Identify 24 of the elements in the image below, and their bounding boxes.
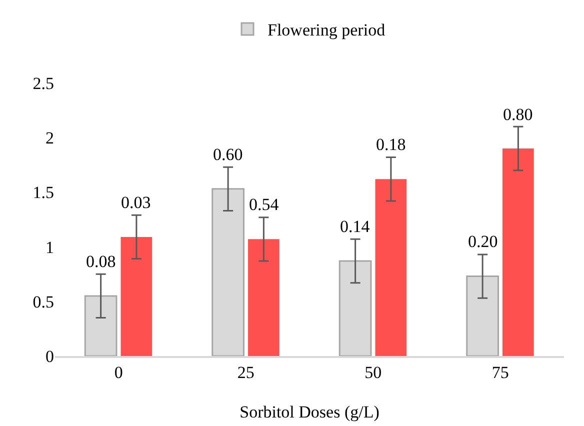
annotation: 0.80 — [503, 105, 533, 124]
x-tick-label: 75 — [492, 363, 509, 382]
y-tick-label: 2.5 — [32, 74, 54, 93]
x-tick-label: 25 — [237, 363, 254, 382]
annotation: 0.08 — [86, 252, 116, 271]
bar — [120, 236, 152, 356]
y-tick-label: 1.5 — [32, 183, 54, 202]
annotation: 0.03 — [121, 193, 151, 212]
annotation: 0.54 — [249, 195, 280, 214]
y-tick-label: 1 — [46, 238, 54, 257]
annotation: 0.20 — [468, 232, 498, 251]
x-tick-label: 0 — [114, 363, 123, 382]
annotation: 0.60 — [213, 145, 243, 164]
bar — [502, 148, 534, 356]
x-tick-label: 50 — [364, 363, 382, 382]
x-axis-title: Sorbitol Doses (g/L) — [240, 402, 380, 422]
y-tick-label: 0.5 — [32, 292, 54, 312]
bar — [375, 179, 407, 356]
annotation: 0.18 — [376, 135, 406, 154]
legend-label: Flowering period — [268, 20, 386, 40]
y-tick-label: 2 — [46, 128, 54, 148]
y-tick-label: 0 — [46, 346, 54, 366]
annotation: 0.14 — [340, 217, 370, 236]
bar — [248, 239, 280, 356]
